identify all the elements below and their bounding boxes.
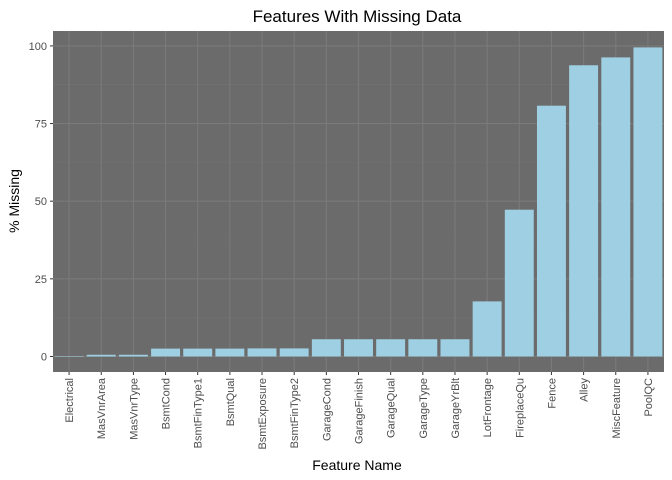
y-tick-label: 100 — [29, 41, 47, 53]
bar-garagecond — [311, 339, 341, 357]
bars — [54, 47, 663, 357]
bar-bsmtcond — [151, 348, 181, 357]
bar-masvnrarea — [86, 354, 116, 357]
x-tick-label: MiscFeature — [611, 378, 623, 439]
x-tick-label: FireplaceQu — [514, 378, 526, 438]
x-tick-label: BsmtFinType2 — [289, 378, 301, 448]
y-axis-title: % Missing — [6, 169, 22, 233]
bar-garagetype — [408, 339, 438, 357]
x-tick-label: BsmtQual — [225, 378, 237, 426]
y-axis: 0 25 50 75 100 — [29, 41, 53, 363]
grid-lines — [53, 31, 664, 372]
x-tick-label: Electrical — [64, 378, 76, 423]
x-tick-label: BsmtFinType1 — [193, 378, 205, 448]
bar-bsmtexposure — [247, 348, 277, 357]
x-tick-label: Fence — [546, 378, 558, 409]
x-tick-label: BsmtExposure — [257, 378, 269, 450]
bar-fence — [536, 105, 566, 357]
bar-bsmtqual — [215, 348, 245, 357]
bar-miscfeature — [601, 57, 631, 357]
x-tick-label: GarageFinish — [354, 378, 366, 444]
x-tick-label: GarageCond — [321, 378, 333, 441]
bar-masvnrtype — [118, 354, 148, 357]
bar-bsmtfintype1 — [183, 348, 213, 357]
x-tick-label: PoolQC — [643, 378, 655, 417]
bar-electrical — [54, 356, 84, 357]
y-tick-label: 0 — [41, 351, 47, 363]
x-tick-label: Alley — [579, 378, 591, 402]
x-tick-label: GarageYrBlt — [450, 378, 462, 439]
x-axis: Electrical MasVnrArea MasVnrType BsmtCond Bs… — [64, 372, 655, 450]
x-tick-label: MasVnrType — [128, 378, 140, 440]
x-tick-label: MasVnrArea — [96, 377, 108, 439]
x-tick-label: BsmtCond — [161, 378, 173, 429]
y-tick-label: 50 — [35, 196, 47, 208]
chart-title: Features With Missing Data — [253, 7, 462, 26]
y-tick-label: 25 — [35, 274, 47, 286]
x-tick-label: GarageType — [418, 378, 430, 439]
bar-bsmtfintype2 — [279, 348, 309, 357]
bar-poolqc — [633, 47, 663, 357]
bar-garagefinish — [344, 339, 373, 357]
x-tick-label: GarageQual — [386, 378, 398, 438]
bar-fireplacequ — [504, 209, 534, 357]
bar-lotfrontage — [472, 301, 502, 357]
bar-garageyrblt — [440, 339, 470, 357]
x-axis-title: Feature Name — [312, 457, 402, 473]
y-tick-label: 75 — [35, 119, 47, 131]
x-tick-label: LotFrontage — [482, 378, 494, 437]
bar-alley — [569, 65, 599, 357]
bar-garagequal — [376, 339, 406, 357]
